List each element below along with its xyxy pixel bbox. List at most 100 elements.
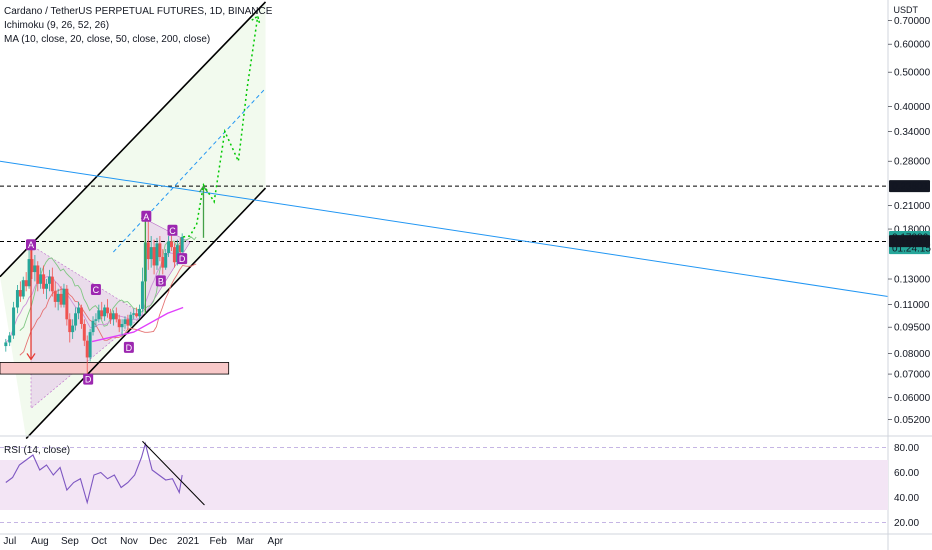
candle-body-34 <box>106 307 110 314</box>
price-tick-14: 0.05200 <box>894 415 931 426</box>
price-tick-0: 0.70000 <box>894 16 931 27</box>
price-label-3: 0.16637 <box>892 237 929 248</box>
price-axis-bg <box>888 0 932 550</box>
candle-body-4 <box>18 290 22 297</box>
candle-body-31 <box>97 310 101 320</box>
price-label-0: 0.23801 <box>892 182 929 193</box>
time-tick-6: 2021 <box>177 536 200 547</box>
candle-body-22 <box>71 325 75 333</box>
legend-title[interactable]: Cardano / TetherUS PERPETUAL FUTURES, 1D… <box>4 6 273 17</box>
candle-body-25 <box>79 307 83 324</box>
pattern-label-box-2 <box>83 373 94 385</box>
candle-body-55 <box>167 241 171 253</box>
chart-legend: Cardano / TetherUS PERPETUAL FUTURES, 1D… <box>4 5 272 47</box>
pattern-label-box-1 <box>90 284 101 296</box>
price-tick-7: 0.18000 <box>894 225 931 236</box>
time-tick-7: Feb <box>210 536 228 547</box>
rsi-line <box>5 441 183 505</box>
candle-body-20 <box>65 288 69 320</box>
time-tick-3: Oct <box>91 536 107 547</box>
pattern-label-box-6 <box>155 275 166 287</box>
candle-body-30 <box>94 319 98 321</box>
candle-body-29 <box>91 320 95 333</box>
pattern-label-box-3 <box>123 341 134 353</box>
arrow-drop-left-head <box>26 353 36 361</box>
candle-body-27 <box>85 340 89 358</box>
candle-body-9 <box>33 265 37 273</box>
ichimoku-span-b <box>19 263 197 356</box>
candle-body-46 <box>140 281 144 309</box>
candle-body-54 <box>164 252 168 268</box>
candle-body-51 <box>155 243 159 266</box>
candle-body-23 <box>74 313 78 326</box>
price-tick-9: 0.11000 <box>894 300 930 311</box>
price-tick-1: 0.60000 <box>894 40 931 51</box>
candle-body-13 <box>45 283 49 289</box>
rsi-trendline <box>142 440 205 506</box>
candle-body-24 <box>76 307 80 314</box>
candle-body-49 <box>149 247 153 260</box>
time-tick-1: Aug <box>31 536 49 547</box>
legend-rsi[interactable]: RSI (14, close) <box>4 445 71 456</box>
pattern-label-box-7 <box>177 253 188 265</box>
descending-trendline <box>0 160 889 298</box>
price-tick-10: 0.09500 <box>894 323 931 334</box>
legend-ma[interactable]: MA (10, close, 20, close, 50, close, 200… <box>4 34 211 45</box>
candle-body-0 <box>4 342 8 347</box>
price-tick-3: 0.40000 <box>894 102 931 113</box>
candle-body-17 <box>56 293 60 302</box>
rsi-legend: RSI (14, close) <box>4 444 70 458</box>
candle-body-45 <box>138 308 142 317</box>
pattern-label-7: D <box>179 254 186 264</box>
price-tick-5: 0.28000 <box>894 157 931 168</box>
currency-label[interactable]: USDT <box>893 5 919 15</box>
candle-body-26 <box>82 323 86 341</box>
candle-body-21 <box>68 319 72 333</box>
candle-body-8 <box>30 259 34 273</box>
candle-body-58 <box>175 245 179 263</box>
rsi-tick-3: 20.00 <box>894 518 919 529</box>
price-tick-12: 0.07000 <box>894 370 931 381</box>
candle-body-37 <box>114 313 118 320</box>
price-tick-8: 0.13000 <box>894 275 931 286</box>
pattern-label-3: D <box>126 343 133 353</box>
price-tick-4: 0.34000 <box>894 127 931 138</box>
price-tick-6: 0.21000 <box>894 201 931 212</box>
price-label-2: 01:24:15 <box>892 244 931 255</box>
candle-body-7 <box>27 259 31 287</box>
candle-body-52 <box>158 243 162 258</box>
pattern-label-6: B <box>158 276 164 286</box>
pattern-label-1: C <box>93 285 100 295</box>
candle-body-43 <box>132 313 136 315</box>
price-tick-2: 0.50000 <box>894 68 931 79</box>
channel-mid <box>113 88 266 253</box>
pattern-label-box-0 <box>26 239 37 251</box>
time-tick-9: Apr <box>268 536 284 547</box>
time-tick-4: Nov <box>120 536 138 547</box>
channel-lower <box>25 187 267 440</box>
pattern-label-box-5 <box>167 224 178 236</box>
candle-body-15 <box>50 276 54 292</box>
candle-body-50 <box>152 247 156 266</box>
pattern-label-box-4 <box>141 210 152 222</box>
candle-body-44 <box>135 313 139 317</box>
price-tick-11: 0.08000 <box>894 349 931 360</box>
candle-body-1 <box>8 335 12 343</box>
channel-upper <box>0 1 267 278</box>
rsi-tick-0: 80.00 <box>894 443 919 454</box>
candle-body-60 <box>180 236 184 253</box>
legend-ichimoku[interactable]: Ichimoku (9, 26, 52, 26) <box>4 20 110 31</box>
candle-body-59 <box>178 245 182 253</box>
candle-body-57 <box>172 247 176 263</box>
pattern-label-5: C <box>169 226 176 236</box>
candle-body-11 <box>39 274 43 284</box>
price-label-box-0 <box>889 180 930 193</box>
ichimoku-span-a <box>19 236 197 331</box>
candle-body-42 <box>129 314 133 326</box>
candle-body-2 <box>12 307 16 336</box>
candle-body-53 <box>161 257 165 268</box>
time-tick-5: Dec <box>149 536 167 547</box>
candle-body-56 <box>170 241 174 248</box>
